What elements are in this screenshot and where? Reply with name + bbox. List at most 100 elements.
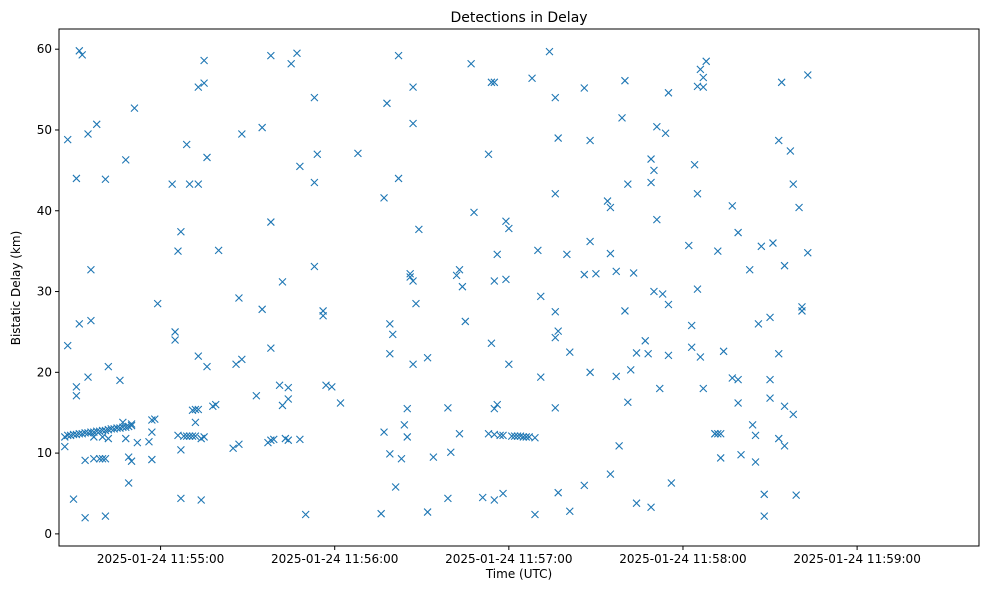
data-point-marker [661, 129, 670, 138]
data-point-marker [200, 433, 208, 441]
data-point-marker [133, 438, 142, 447]
data-point-marker [531, 510, 539, 519]
data-point-marker [278, 277, 287, 286]
data-point-marker [490, 277, 499, 285]
data-point-marker [145, 437, 153, 446]
data-point-marker [182, 432, 191, 441]
data-point-marker [284, 395, 293, 403]
data-point-marker [310, 93, 319, 102]
data-point-marker [191, 405, 200, 414]
data-point-marker [92, 120, 101, 129]
data-point-marker [618, 113, 626, 122]
data-point-marker [403, 404, 412, 413]
data-point-marker [412, 299, 420, 308]
data-point-marker [769, 239, 777, 247]
data-point-marker [380, 193, 388, 202]
data-point-marker [95, 454, 104, 463]
data-point-marker [606, 203, 615, 212]
data-point-marker [310, 262, 319, 271]
data-point-marker [774, 136, 783, 145]
data-point-marker [232, 360, 240, 369]
x-axis: 2025-01-24 11:55:00 2025-01-24 11:56:00 20… [97, 546, 921, 566]
data-point-marker [87, 316, 95, 325]
data-point-marker [687, 343, 696, 352]
data-point-marker [444, 494, 452, 503]
data-point-marker [84, 130, 92, 138]
data-point-marker [745, 265, 754, 274]
data-point-marker [606, 249, 615, 258]
data-point-marker [403, 433, 412, 441]
data-point-marker [693, 189, 702, 198]
data-point-marker [194, 405, 203, 414]
data-point-marker [400, 420, 409, 429]
data-point-marker [278, 401, 287, 410]
y-tick-label: 20 [37, 365, 52, 379]
data-point-marker [147, 455, 156, 464]
y-axis: 0 10 20 30 40 50 60 [37, 42, 59, 541]
data-point-marker [118, 418, 127, 427]
data-point-marker [734, 375, 743, 384]
data-point-marker [650, 287, 658, 296]
data-point-marker [203, 362, 211, 371]
data-point-marker [116, 376, 124, 385]
y-axis-label: Bistatic Delay (km) [9, 231, 23, 346]
data-point-marker [774, 434, 783, 443]
data-point-marker [626, 366, 635, 374]
y-tick-label: 50 [37, 123, 52, 137]
data-point-marker [101, 512, 110, 520]
data-point-marker [385, 349, 394, 358]
data-point-marker [586, 237, 594, 246]
data-point-marker [385, 450, 394, 458]
data-point-marker [310, 178, 319, 187]
data-point-marker [803, 71, 812, 79]
y-tick-label: 0 [44, 527, 52, 541]
data-point-marker [406, 273, 415, 281]
data-point-marker [623, 398, 632, 407]
data-point-marker [536, 292, 545, 301]
data-point-marker [652, 122, 661, 131]
data-point-marker [124, 453, 133, 462]
data-point-marker [490, 78, 499, 87]
data-point-marker [798, 302, 806, 311]
data-point-marker [632, 499, 641, 508]
data-point-marker [606, 470, 615, 478]
data-point-marker [174, 247, 182, 256]
data-point-marker [446, 448, 455, 457]
data-point-marker [72, 382, 81, 391]
data-point-marker [409, 360, 417, 369]
data-point-marker [397, 454, 406, 463]
data-point-marker [147, 416, 156, 424]
data-point-marker [406, 269, 415, 278]
data-point-marker [84, 373, 92, 382]
data-point-marker [766, 394, 774, 403]
data-point-marker [179, 432, 188, 441]
data-point-marker [200, 56, 208, 65]
data-point-marker [490, 496, 499, 504]
data-point-marker [423, 508, 432, 516]
data-point-marker [612, 372, 621, 381]
data-point-marker [658, 290, 667, 298]
data-point-marker [197, 496, 206, 504]
data-point-marker [777, 78, 786, 87]
data-point-marker [72, 174, 81, 183]
data-point-marker [690, 160, 699, 169]
data-point-marker [655, 384, 664, 393]
data-point-marker [319, 311, 327, 320]
data-point-marker [235, 294, 243, 302]
data-point-marker [101, 426, 110, 435]
data-point-marker [266, 51, 275, 60]
data-point-marker [98, 433, 107, 441]
data-point-marker [235, 440, 243, 449]
data-point-marker [496, 431, 505, 440]
data-point-marker [130, 104, 139, 113]
data-point-marker [792, 491, 801, 499]
data-point-marker [696, 65, 705, 74]
data-point-marker [194, 180, 203, 188]
data-point-marker [757, 242, 766, 251]
data-point-marker [81, 513, 90, 522]
x-tick-label: 2025-01-24 11:56:00 [271, 552, 398, 566]
data-point-marker [499, 431, 507, 440]
data-point-marker [60, 442, 69, 451]
data-point-marker [455, 429, 464, 438]
data-point-marker [63, 341, 72, 350]
